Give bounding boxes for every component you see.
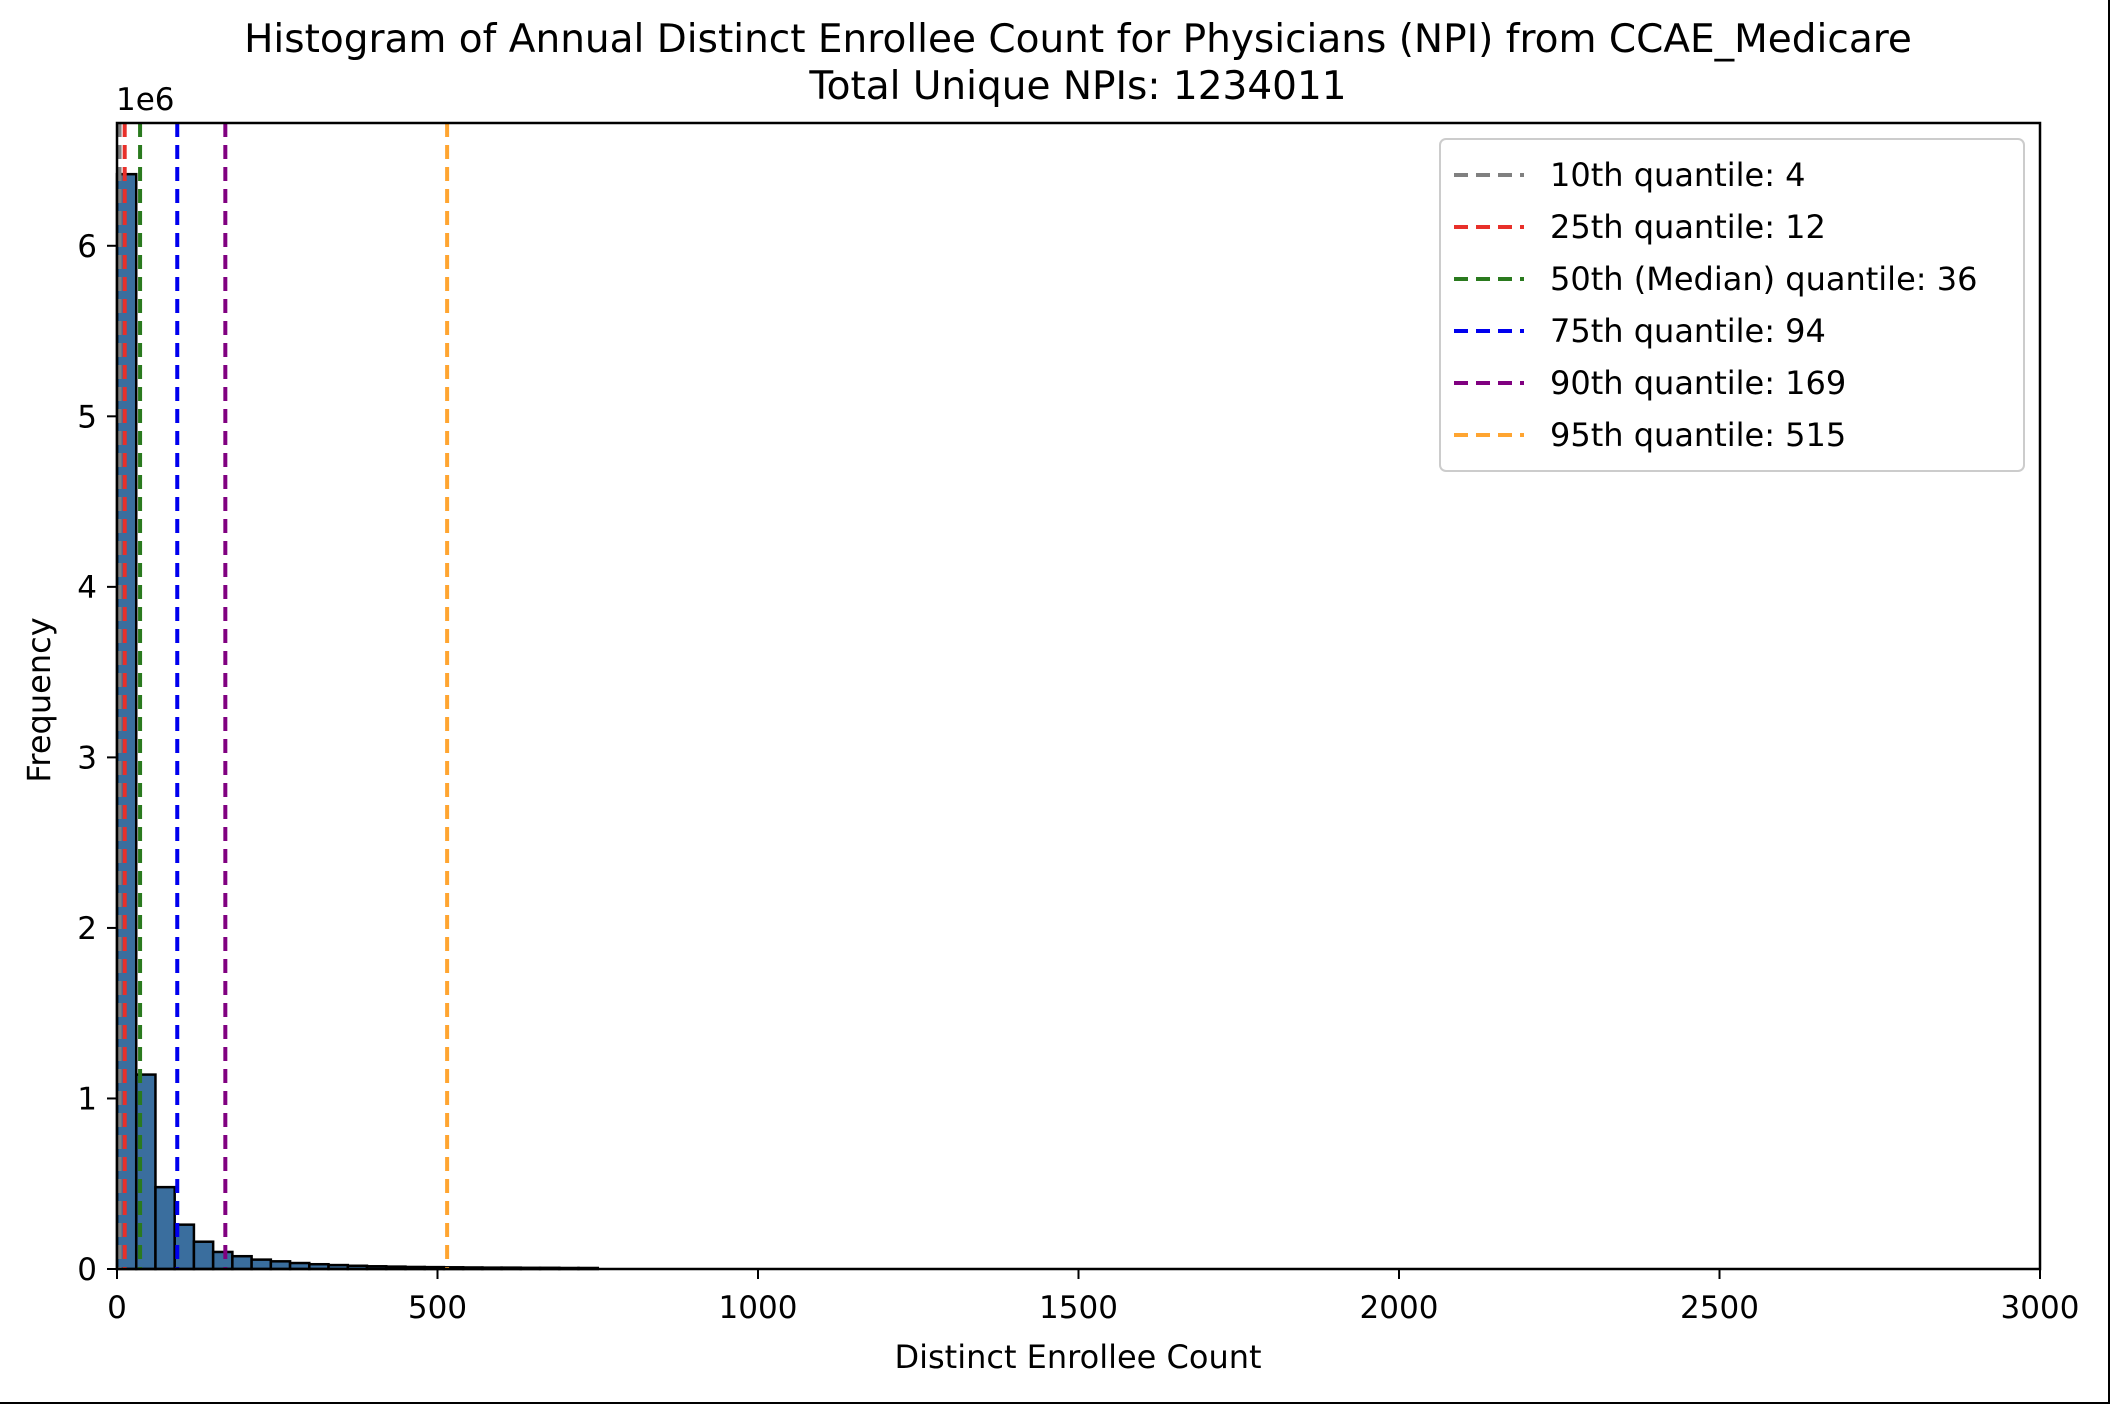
x-tick-label: 2000 xyxy=(1360,1290,1439,1326)
chart-titles: Histogram of Annual Distinct Enrollee Co… xyxy=(116,17,1912,118)
y-offset-label: 1e6 xyxy=(116,82,175,118)
x-axis-ticks: 0 500 1000 1500 2000 2500 3000 xyxy=(107,1269,2079,1326)
legend-entry: 10th quantile: 4 xyxy=(1550,156,1806,194)
legend: 10th quantile: 4 25th quantile: 12 50th (M… xyxy=(1439,138,2025,472)
x-axis-label: Distinct Enrollee Count xyxy=(894,1338,1261,1376)
y-tick-label: 2 xyxy=(77,911,97,947)
chart-title: Histogram of Annual Distinct Enrollee Co… xyxy=(244,17,1912,62)
legend-entry: 90th quantile: 169 xyxy=(1550,364,1846,402)
x-tick-label: 1500 xyxy=(1039,1290,1118,1326)
legend-entry: 50th (Median) quantile: 36 xyxy=(1550,260,1977,298)
x-tick-label: 1000 xyxy=(719,1290,798,1326)
x-tick-label: 0 xyxy=(107,1290,127,1326)
x-tick-label: 2500 xyxy=(1680,1290,1759,1326)
legend-box xyxy=(1439,138,2025,472)
y-tick-label: 3 xyxy=(77,740,97,776)
x-tick-label: 3000 xyxy=(2001,1290,2080,1326)
y-tick-label: 0 xyxy=(77,1252,97,1288)
y-tick-label: 6 xyxy=(77,229,97,265)
legend-entry: 25th quantile: 12 xyxy=(1550,208,1826,246)
histogram-bar xyxy=(211,1250,234,1271)
histogram-bar xyxy=(192,1240,215,1271)
histogram-bar xyxy=(231,1254,253,1271)
x-tick-label: 500 xyxy=(408,1290,467,1326)
legend-entry: 95th quantile: 515 xyxy=(1550,416,1846,454)
legend-entry: 75th quantile: 94 xyxy=(1550,312,1826,350)
histogram-bar xyxy=(250,1258,273,1271)
y-tick-label: 4 xyxy=(77,570,97,606)
y-axis-ticks: 0 1 2 3 4 5 6 xyxy=(77,229,117,1288)
histogram-bars xyxy=(115,172,600,1271)
chart-subtitle: Total Unique NPIs: 1234011 xyxy=(808,64,1346,109)
y-tick-label: 1 xyxy=(77,1081,97,1117)
y-tick-label: 5 xyxy=(77,399,97,435)
histogram-bar xyxy=(154,1185,176,1271)
y-axis-label: Frequency xyxy=(20,617,58,782)
quantile-lines xyxy=(117,123,450,1269)
